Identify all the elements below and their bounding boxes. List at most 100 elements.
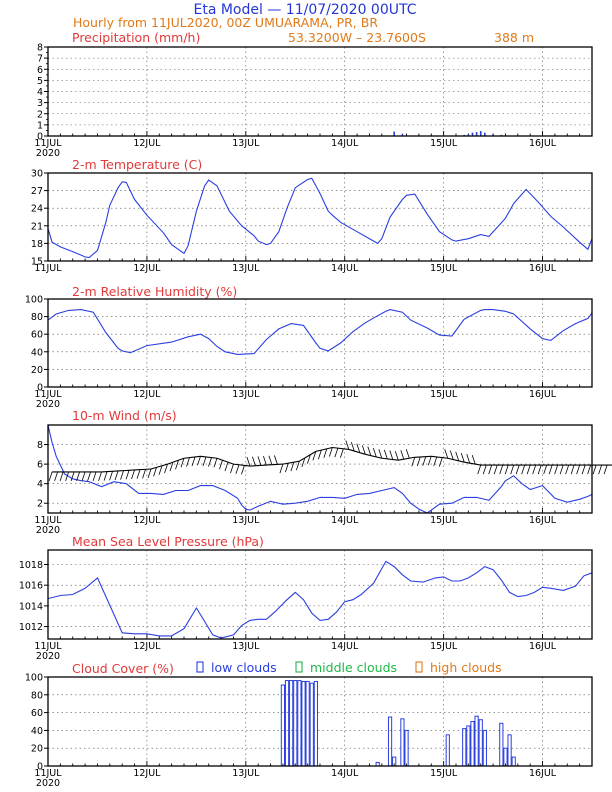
- wind-vector: [548, 464, 553, 475]
- year-label: 2020: [36, 148, 60, 159]
- x-tick-label: 16JUL: [529, 263, 557, 274]
- wind-frame: [47, 424, 593, 514]
- y-tick-label: 2: [37, 109, 43, 120]
- temp-series-line: [47, 177, 593, 259]
- precip-bar: [484, 132, 486, 136]
- wind-vector: [98, 471, 102, 482]
- wind-vector: [367, 446, 372, 456]
- wind-vector: [92, 471, 97, 482]
- station-elevation: 388 m: [494, 30, 534, 45]
- y-tick-label: 4: [37, 479, 43, 490]
- precip-bar: [475, 132, 478, 136]
- wind-vector: [252, 456, 256, 466]
- wind-vector: [268, 455, 273, 465]
- wind-series-line: [47, 424, 593, 514]
- x-tick-label: 12JUL: [133, 263, 161, 274]
- wind-vector: [372, 447, 377, 458]
- wind-vector: [405, 449, 410, 459]
- temp-panel: 2-m Temperature (C) 15 18 21 24 27 30 11JUL 12JU…: [31, 157, 593, 274]
- x-tick-label: 16JUL: [529, 515, 557, 526]
- wind-vector: [581, 464, 586, 475]
- x-tick-label: 11JUL: [34, 768, 62, 779]
- y-tick-label: 21: [31, 221, 43, 232]
- wind-vector: [257, 456, 262, 466]
- y-tick-label: 60: [31, 708, 43, 719]
- wind-vector: [315, 446, 333, 452]
- wind-vector: [307, 454, 311, 464]
- y-tick-label: 30: [31, 169, 43, 180]
- wind-vector: [249, 464, 267, 467]
- wind-vector: [219, 460, 223, 470]
- wind-vector: [131, 469, 135, 480]
- wind-vector: [202, 456, 207, 467]
- wind-vector: [598, 464, 602, 475]
- wind-vector: [167, 457, 185, 465]
- wind-vector: [142, 469, 146, 479]
- y-tick-label: 1014: [19, 601, 43, 612]
- wind-vector: [477, 464, 482, 475]
- wind-vector: [526, 464, 531, 475]
- wind-vector: [301, 457, 306, 468]
- wind-vector: [109, 471, 113, 481]
- x-tick-label: 11JUL: [34, 263, 62, 274]
- wind-vector: [488, 464, 493, 475]
- wind-vector: [350, 441, 355, 452]
- wind-vector: [180, 458, 185, 468]
- x-tick-label: 14JUL: [331, 138, 359, 149]
- wind-vector: [224, 462, 229, 472]
- precip-bar: [401, 133, 404, 136]
- x-tick-label: 13JUL: [232, 138, 260, 149]
- y-tick-label: 100: [25, 295, 43, 306]
- wind-vector: [317, 449, 322, 460]
- wind-vector: [447, 457, 465, 463]
- wind-vector: [332, 446, 349, 450]
- wind-vector: [169, 462, 174, 472]
- wind-vector: [103, 471, 108, 481]
- station-coordinates: 53.3200W – 23.7600S: [288, 30, 426, 45]
- x-tick-label: 15JUL: [430, 641, 458, 652]
- x-tick-label: 13JUL: [232, 389, 260, 400]
- wind-vector: [290, 462, 295, 472]
- wind-vector: [213, 458, 218, 468]
- wind-vector: [81, 471, 86, 482]
- cloud-title: Cloud Cover (%): [72, 661, 174, 676]
- legend-label: middle clouds: [310, 660, 397, 675]
- legend-swatch: [295, 661, 303, 673]
- x-tick-label: 14JUL: [331, 263, 359, 274]
- x-tick-label: 16JUL: [529, 389, 557, 400]
- wind-vector: [537, 464, 542, 475]
- wind-vector: [175, 460, 179, 470]
- year-label: 2020: [36, 651, 60, 662]
- wind-vector: [285, 463, 289, 473]
- x-tick-label: 11JUL: [34, 389, 62, 400]
- wind-vector: [153, 467, 157, 477]
- wind-vector: [186, 457, 190, 467]
- mslp-panel: Mean Sea Level Pressure (hPa) 1012 1014 101…: [19, 534, 593, 662]
- x-tick-label: 13JUL: [232, 768, 260, 779]
- wind-vector: [158, 465, 163, 475]
- x-tick-label: 16JUL: [529, 641, 557, 652]
- y-tick-label: 5: [37, 76, 43, 87]
- precip-frame: [47, 46, 593, 137]
- y-tick-label: 6: [37, 65, 43, 76]
- y-tick-label: 40: [31, 726, 43, 737]
- wind-vector: [197, 456, 201, 466]
- y-tick-label: 80: [31, 690, 43, 701]
- y-tick-label: 24: [31, 204, 43, 215]
- y-tick-label: 60: [31, 330, 43, 341]
- y-tick-label: 0: [37, 762, 43, 773]
- wind-vector: [427, 456, 432, 466]
- wind-vector: [233, 463, 251, 467]
- y-tick-label: 1018: [19, 560, 43, 571]
- wind-vector: [274, 455, 278, 465]
- wind-vector: [431, 455, 448, 459]
- wind-vector: [312, 451, 317, 461]
- rh-panel: 2-m Relative Humidity (%) 0 20 40 60 80 100 11J…: [25, 284, 593, 410]
- x-tick-label: 12JUL: [133, 138, 161, 149]
- legend-swatch: [196, 661, 204, 673]
- y-tick-label: 20: [31, 744, 43, 755]
- wind-vector: [394, 451, 399, 461]
- x-tick-label: 15JUL: [430, 263, 458, 274]
- wind-vector: [136, 469, 141, 479]
- wind-vector: [592, 464, 597, 475]
